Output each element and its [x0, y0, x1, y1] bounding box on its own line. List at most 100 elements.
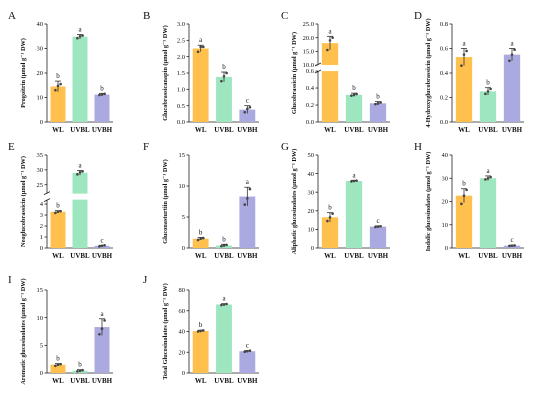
y-tick-label: 50: [308, 152, 315, 159]
significance-letter: a: [352, 171, 356, 179]
data-point: [328, 39, 332, 42]
significance-letter: a: [78, 161, 82, 169]
y-tick-label: 30: [37, 46, 44, 53]
bar: [50, 211, 66, 248]
data-point: [54, 88, 57, 92]
data-point: [199, 45, 202, 49]
data-point: [222, 244, 226, 247]
data-point: [489, 87, 492, 91]
y-axis-label: Neoglucobrassicin (µmol g⁻¹ DW): [20, 156, 27, 247]
y-tick-label: 1.0: [177, 87, 185, 94]
x-category-label: WL: [195, 126, 207, 134]
x-category-label: UVBH: [237, 252, 258, 260]
data-point: [220, 79, 223, 83]
data-point: [81, 368, 84, 372]
bar: [345, 181, 363, 248]
panel-e: E 0 1 2 3 4 25 30 35 Neoglucobrassicin (µmol g⁻¹ …: [8, 141, 113, 260]
data-point: [331, 36, 334, 39]
y-tick-label: 40: [179, 329, 186, 336]
data-point: [59, 362, 62, 366]
panel-letter: F: [143, 141, 149, 153]
data-point: [465, 188, 468, 192]
x-category-label: WL: [195, 252, 207, 260]
x-category-label: UVBH: [92, 252, 113, 260]
y-tick-label: 0.4: [440, 70, 449, 77]
data-point: [220, 244, 223, 248]
data-point: [225, 243, 228, 247]
bar: [239, 109, 256, 122]
y-tick-label: 1.5: [177, 70, 185, 77]
significance-letter: a: [222, 295, 226, 303]
data-point: [56, 210, 60, 214]
panel-letter: B: [143, 10, 150, 22]
x-category-label: UVBL: [478, 126, 498, 134]
y-tick-label: 0: [40, 245, 43, 252]
panel-letter: C: [281, 10, 288, 22]
bar: [369, 103, 387, 122]
bar: [94, 94, 110, 122]
bar: [216, 76, 232, 122]
significance-letter: b: [352, 84, 356, 92]
data-point: [225, 302, 228, 306]
y-tick-label: 40: [37, 21, 44, 28]
axis-break-mark: [314, 62, 322, 67]
panel-letter: J: [143, 274, 148, 286]
data-point: [248, 187, 252, 191]
significance-letter: a: [100, 310, 104, 318]
bar: [192, 238, 209, 248]
bar: [455, 195, 473, 248]
y-tick-label: 80: [179, 287, 186, 294]
significance-letter: a: [246, 178, 250, 186]
data-point: [374, 102, 377, 106]
bar: [455, 57, 473, 123]
significance-letter: b: [56, 355, 60, 363]
y-tick-label: 60: [179, 308, 186, 315]
data-point: [199, 237, 202, 240]
y-tick-label: 20: [442, 199, 449, 206]
y-tick-label: 0: [40, 119, 43, 126]
data-point: [484, 178, 487, 181]
panel-b: B 0.0 0.5 1.0 1.5 2.0 2.5 3.0 Glucobrassicanapin…: [143, 10, 259, 134]
data-point: [376, 102, 380, 105]
y-tick-label: 0.5: [177, 103, 185, 110]
bar: [192, 330, 209, 373]
significance-letter: a: [199, 36, 203, 44]
bar: [94, 327, 110, 373]
panel-letter: A: [8, 10, 16, 22]
panel-g: G 0 10 20 30 40 50 Aliphatic glucosinolates (µm…: [281, 141, 390, 260]
y-tick-label: 5: [40, 343, 43, 350]
bar: [50, 364, 66, 373]
data-point: [484, 92, 487, 96]
significance-letter: b: [199, 321, 203, 329]
data-point: [59, 209, 62, 213]
y-tick-label: 40: [442, 152, 449, 159]
x-category-label: UVBH: [368, 252, 389, 260]
data-point: [379, 101, 382, 104]
y-tick-label: 0.2: [306, 102, 314, 109]
bar: [345, 94, 363, 122]
y-axis-label: Aromatic glucosinolates (µmol g⁻¹ DW): [20, 278, 27, 384]
data-point: [355, 92, 358, 96]
significance-letter: b: [328, 204, 332, 212]
panel-f: F 0 5 10 15 Gluconasturtiin (µmol g⁻¹ DW) b WL b…: [143, 141, 259, 260]
significance-letter: b: [56, 72, 60, 80]
data-point: [196, 238, 200, 242]
y-tick-label: 10: [442, 222, 449, 229]
significance-letter: b: [199, 228, 203, 236]
y-tick-label: 0: [445, 245, 448, 252]
data-point: [243, 350, 247, 354]
y-tick-label: 15: [37, 287, 44, 294]
panel-j: J 0 20 40 60 80 Total Glucosinolates (µmol g⁻¹…: [143, 274, 259, 385]
significance-letter: b: [222, 63, 226, 71]
panel-a: A 0 10 20 30 40 Progoitrin (µmol g⁻¹ DW) b WL a UV…: [8, 10, 113, 134]
y-axis-label: Progoitrin (µmol g⁻¹ DW): [20, 38, 27, 108]
bar: [321, 217, 339, 248]
data-point: [78, 34, 82, 38]
y-tick-label: 20: [37, 70, 44, 77]
data-point: [201, 329, 205, 332]
y-tick-label: 3: [40, 212, 43, 219]
x-category-label: UVBL: [214, 126, 234, 134]
y-tick-label: 0: [182, 370, 185, 377]
significance-letter: b: [56, 202, 60, 210]
bar: [239, 351, 256, 373]
